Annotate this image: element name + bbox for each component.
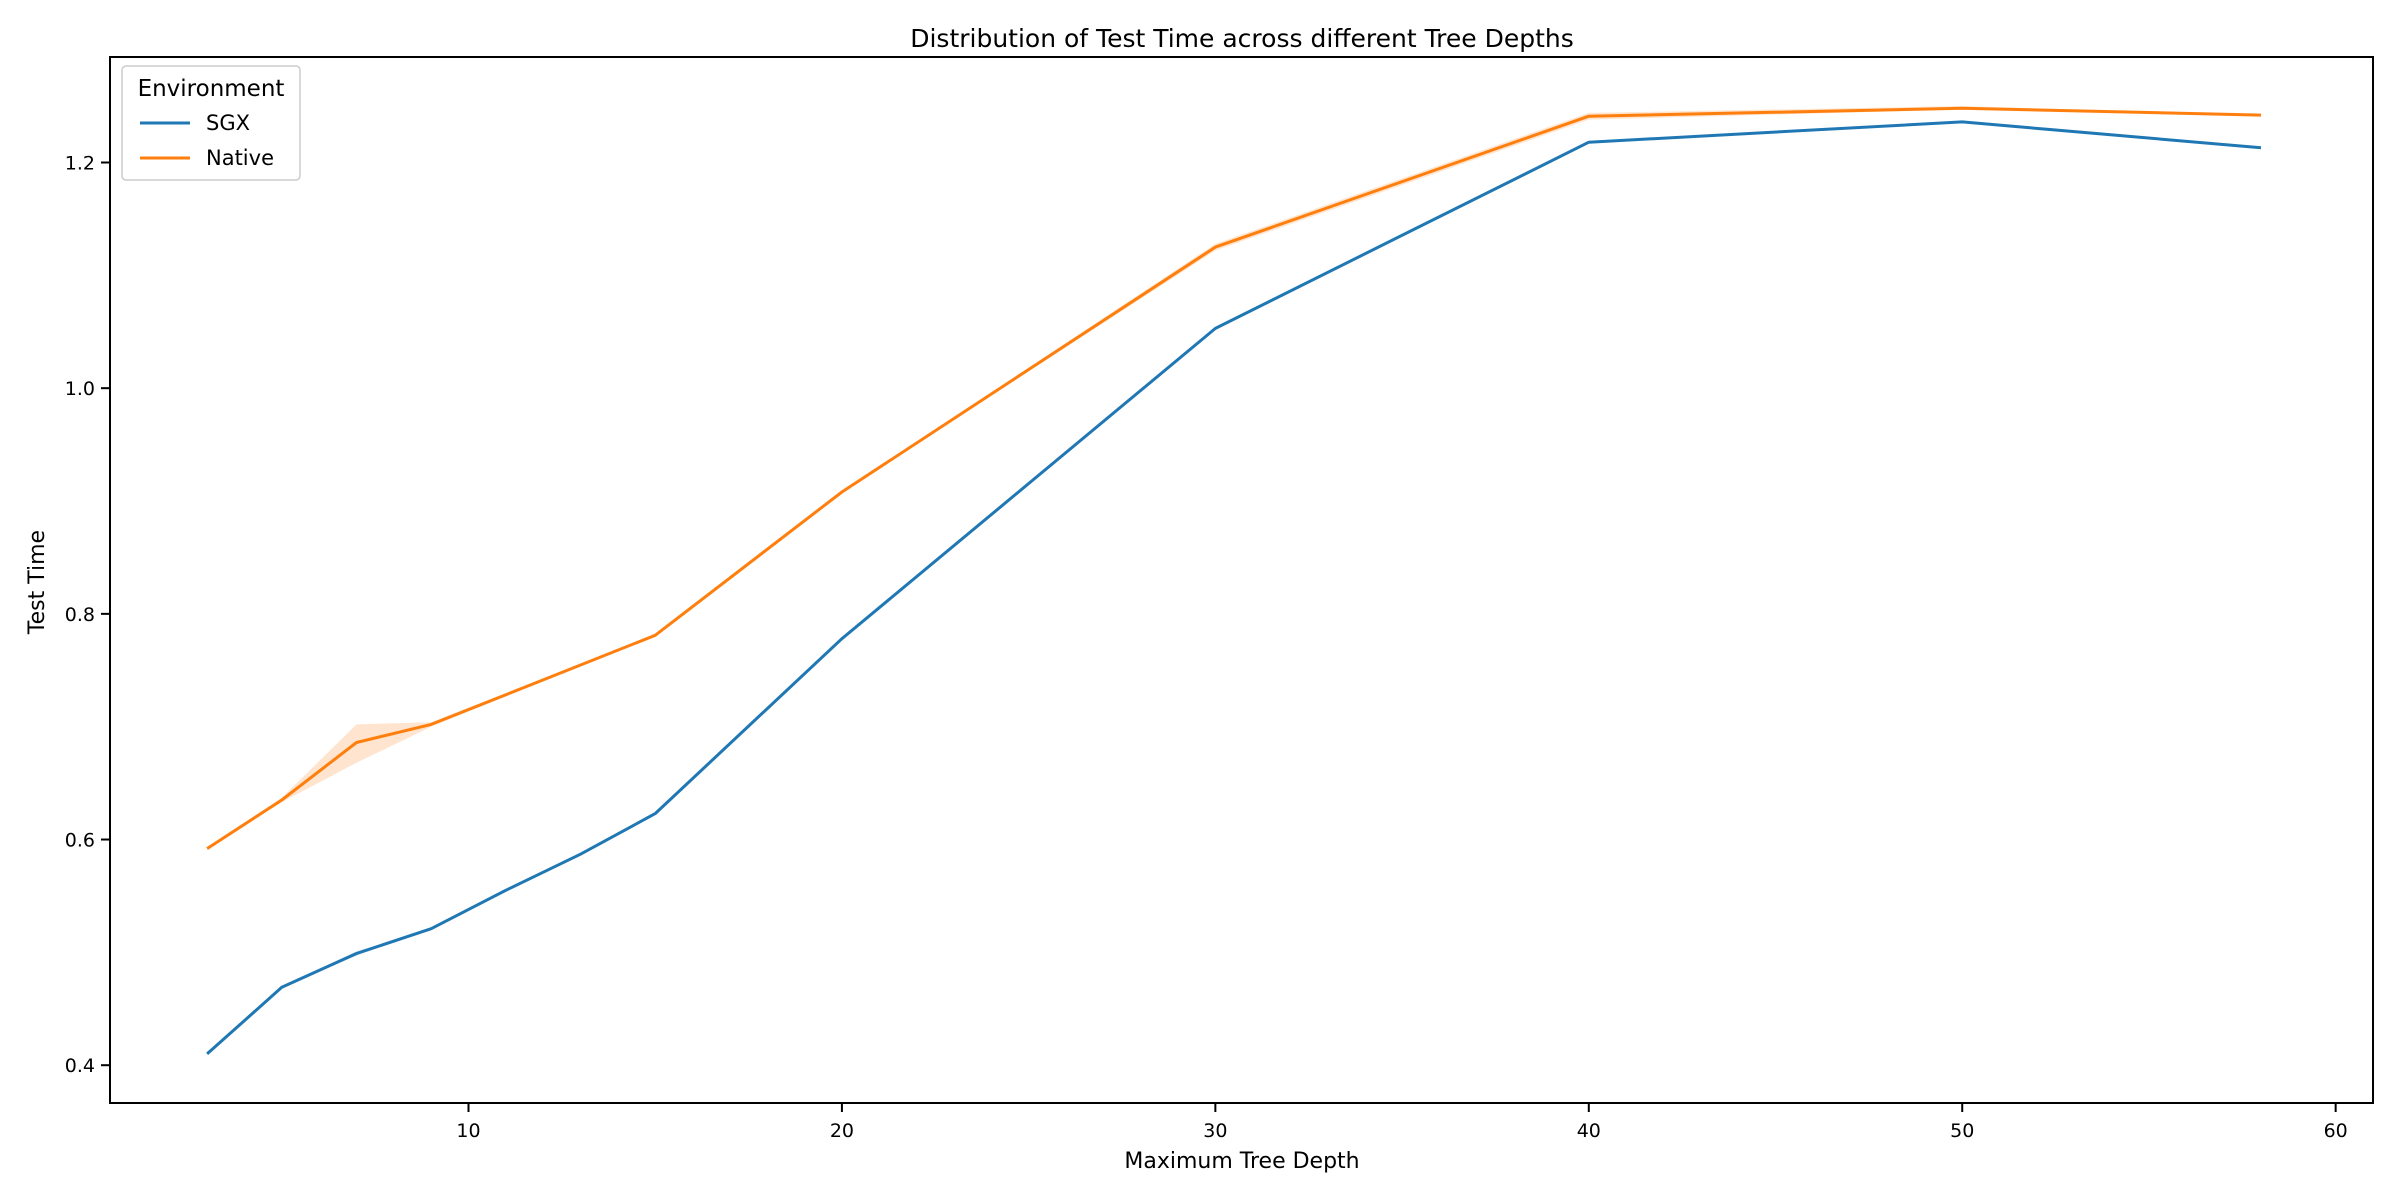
series-line-native — [206, 106, 2262, 850]
confidence-bands — [207, 106, 2261, 1054]
x-tick-label: 50 — [1950, 1120, 1974, 1142]
x-tick-label: 20 — [830, 1120, 854, 1142]
plot-area-frame — [109, 56, 2374, 1104]
ci-band-sgx — [207, 121, 2261, 1054]
y-tick-label: 1.2 — [65, 153, 95, 175]
y-axis-ticks: 0.4 0.6 0.8 1.0 1.2 — [65, 153, 110, 1077]
legend-label-native: Native — [206, 146, 274, 170]
series-lines — [206, 106, 2262, 1056]
x-tick-label: 10 — [456, 1120, 480, 1142]
legend-box — [121, 65, 301, 181]
x-tick-label: 40 — [1577, 1120, 1601, 1142]
x-tick-label: 60 — [2324, 1120, 2348, 1142]
x-axis-label: Maximum Tree Depth — [1124, 1149, 1359, 1174]
y-tick-label: 0.8 — [65, 604, 95, 626]
legend: Environment SGX Native — [121, 65, 301, 181]
y-tick-label: 0.4 — [65, 1055, 95, 1077]
y-tick-label: 0.6 — [65, 830, 95, 852]
ci-band-native — [207, 106, 2261, 849]
series-line-sgx — [206, 120, 2262, 1056]
x-tick-label: 30 — [1203, 1120, 1227, 1142]
y-axis-label: Test Time — [25, 530, 50, 635]
legend-title: Environment — [138, 76, 285, 102]
chart-title: Distribution of Test Time across differe… — [910, 24, 1574, 53]
x-axis-ticks: 10 20 30 40 50 60 — [456, 1103, 2348, 1142]
y-tick-label: 1.0 — [65, 378, 95, 400]
legend-label-sgx: SGX — [206, 111, 250, 135]
